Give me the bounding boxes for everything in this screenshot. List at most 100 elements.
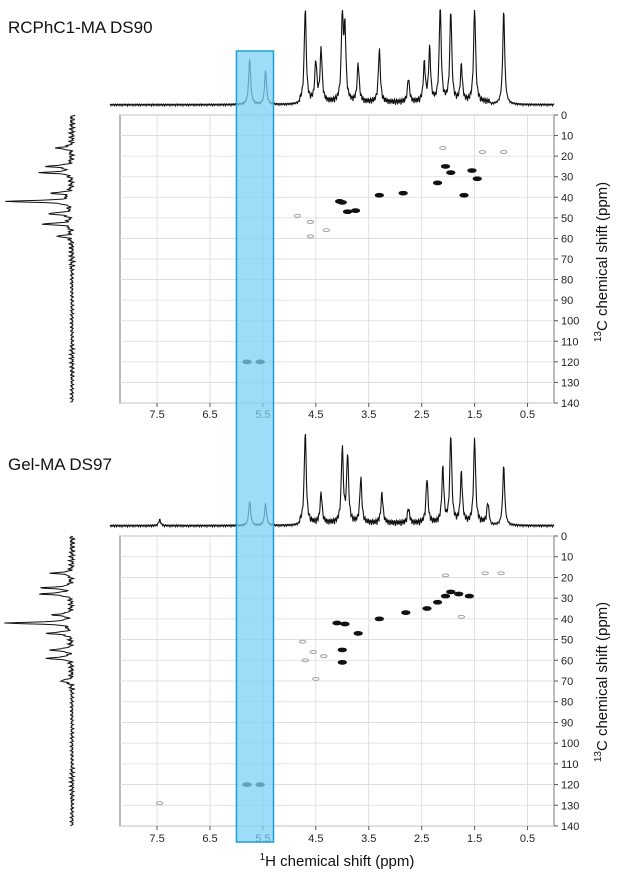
cross-peak bbox=[350, 208, 361, 214]
panel-title: RCPhC1-MA DS90 bbox=[8, 18, 153, 37]
y-axis-label: 13C chemical shift (ppm) bbox=[593, 182, 611, 342]
y-tick-labels: 0 10 20 30 40 50 60 70 80 90 100 110 120 130 140 bbox=[554, 110, 579, 410]
cross-peak bbox=[446, 589, 456, 595]
panel-title: Gel-MA DS97 bbox=[8, 455, 112, 474]
cross-peaks bbox=[156, 571, 505, 806]
cross-peak bbox=[398, 190, 408, 196]
x-tick-label: 7.5 bbox=[149, 833, 164, 845]
gridlines bbox=[120, 535, 554, 827]
cross-peak bbox=[337, 647, 347, 653]
y-tick-label: 20 bbox=[561, 151, 573, 163]
cross-peak bbox=[320, 654, 328, 659]
cross-peak bbox=[439, 145, 447, 150]
gridlines bbox=[120, 114, 554, 404]
y-tick-label: 40 bbox=[561, 614, 573, 626]
cross-peak bbox=[322, 228, 331, 233]
cross-peak bbox=[467, 168, 477, 173]
y-tick-label: 100 bbox=[561, 738, 579, 750]
x-tick-label: 1.5 bbox=[467, 409, 482, 421]
x-tick-label: 0.5 bbox=[520, 833, 535, 845]
cross-peak bbox=[441, 573, 450, 578]
y-tick-label: 10 bbox=[561, 131, 573, 143]
y-tick-label: 80 bbox=[561, 697, 573, 709]
y-tick-labels: 0 10 20 30 40 50 60 70 80 90 100 110 120 130 140 bbox=[554, 531, 579, 833]
cross-peak bbox=[306, 220, 315, 224]
cross-peak bbox=[422, 606, 432, 611]
y-tick-label: 30 bbox=[561, 172, 573, 184]
y-tick-label: 60 bbox=[561, 655, 573, 667]
x-tick-label: 2.5 bbox=[414, 409, 429, 421]
y-tick-label: 30 bbox=[561, 593, 573, 605]
y-tick-label: 0 bbox=[561, 110, 567, 122]
cross-peak bbox=[337, 660, 347, 665]
y-axis-label: 13C chemical shift (ppm) bbox=[593, 602, 611, 762]
y-tick-label: 10 bbox=[561, 552, 573, 564]
y-tick-label: 70 bbox=[561, 676, 573, 688]
y-tick-label: 40 bbox=[561, 192, 573, 204]
cross-peak bbox=[301, 658, 309, 663]
cross-peak bbox=[457, 614, 466, 619]
cross-peak bbox=[500, 150, 508, 154]
y-tick-label: 80 bbox=[561, 275, 573, 287]
proton-spectrum-trace bbox=[109, 9, 555, 108]
y-tick-label: 90 bbox=[561, 295, 573, 307]
proton-spectrum-trace bbox=[109, 433, 555, 529]
y-tick-label: 50 bbox=[561, 635, 573, 647]
carbon-spectrum bbox=[4, 535, 77, 827]
cross-peak bbox=[156, 801, 164, 806]
y-tick-label: 120 bbox=[561, 357, 579, 369]
y-tick-label: 20 bbox=[561, 572, 573, 584]
cross-peak bbox=[309, 650, 317, 654]
cross-peak bbox=[459, 192, 469, 198]
y-tick-label: 120 bbox=[561, 780, 579, 792]
y-tick-label: 110 bbox=[561, 759, 579, 771]
cross-peak bbox=[342, 209, 353, 215]
y-tick-label: 140 bbox=[561, 821, 579, 833]
vinyl-region-highlight bbox=[235, 50, 275, 843]
cross-peak bbox=[464, 593, 474, 599]
x-tick-label: 2.5 bbox=[414, 833, 429, 845]
x-tick-label: 4.5 bbox=[308, 409, 323, 421]
cross-peak bbox=[401, 610, 411, 615]
cross-peak bbox=[446, 170, 456, 175]
cross-peak bbox=[353, 631, 363, 636]
cross-peak bbox=[340, 621, 350, 627]
y-tick-label: 140 bbox=[561, 398, 579, 410]
x-tick-label: 1.5 bbox=[467, 833, 482, 845]
cross-peak bbox=[454, 591, 464, 597]
cross-peak bbox=[440, 164, 451, 169]
x-tick-label: 4.5 bbox=[308, 833, 323, 845]
cross-peak bbox=[497, 571, 505, 576]
x-axis-label: 1H chemical shift (ppm) bbox=[260, 852, 415, 870]
cross-peak bbox=[312, 676, 320, 681]
cross-peak bbox=[293, 213, 301, 218]
cross-peak bbox=[472, 176, 482, 182]
proton-spectrum bbox=[109, 433, 555, 529]
x-tick-label: 6.5 bbox=[202, 833, 217, 845]
y-tick-label: 130 bbox=[561, 377, 579, 389]
y-tick-label: 130 bbox=[561, 800, 579, 812]
y-tick-label: 0 bbox=[561, 531, 567, 543]
x-tick-label: 3.5 bbox=[361, 409, 376, 421]
cross-peak bbox=[374, 192, 384, 198]
proton-spectrum bbox=[109, 9, 555, 108]
y-tick-label: 90 bbox=[561, 717, 573, 729]
cross-peak bbox=[306, 234, 315, 239]
cross-peak bbox=[481, 571, 489, 576]
panel-bottom: Gel-MA DS97 7.56.55.54.53.52.51.50.5 010… bbox=[4, 433, 611, 845]
x-tick-labels: 7.56.55.54.53.52.51.50.5 bbox=[149, 826, 535, 845]
x-tick-label: 0.5 bbox=[520, 409, 535, 421]
carbon-spectrum-trace bbox=[4, 535, 77, 827]
x-tick-label: 7.5 bbox=[149, 409, 164, 421]
x-tick-label: 6.5 bbox=[202, 409, 217, 421]
cross-peak bbox=[298, 639, 307, 644]
carbon-spectrum-trace bbox=[5, 114, 77, 403]
cross-peak bbox=[432, 599, 443, 605]
cross-peak bbox=[337, 200, 347, 205]
cross-peak bbox=[332, 620, 342, 626]
cross-peak bbox=[440, 593, 451, 599]
cross-peak bbox=[374, 616, 384, 622]
y-tick-label: 110 bbox=[561, 336, 579, 348]
y-tick-label: 50 bbox=[561, 213, 573, 225]
